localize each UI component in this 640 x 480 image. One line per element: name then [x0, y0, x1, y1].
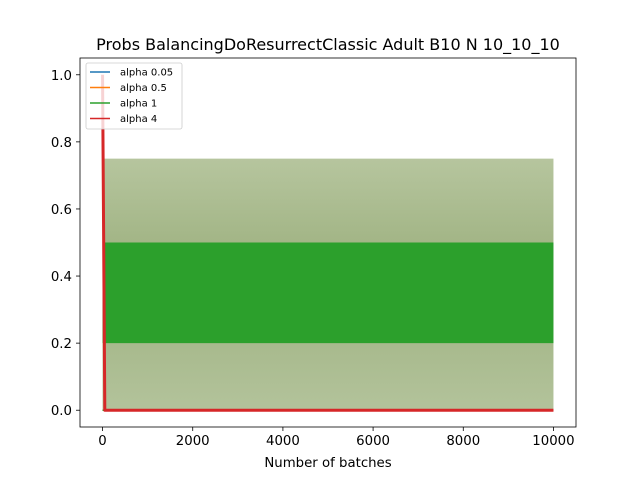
y-tick-label: 0.4: [51, 270, 72, 285]
x-tick-label: 8000: [446, 434, 480, 449]
y-tick-label: 0.0: [51, 404, 72, 419]
x-tick-label: 2000: [176, 434, 210, 449]
legend-label-4: alpha 4: [120, 114, 157, 125]
legend-label-2: alpha 0.5: [120, 83, 167, 94]
series-band-3: [102, 242, 554, 344]
x-tick-label: 0: [98, 434, 106, 449]
legend: alpha 0.05 alpha 0.5 alpha 1 alpha 4: [85, 62, 183, 130]
axes: 0 2000 4000 6000 8000 10000 0.0 0.2 0.4 0.6 0.8 1.0: [51, 57, 577, 449]
chart-title: Probs BalancingDoResurrectClassic Adult …: [96, 35, 560, 55]
legend-label-3: alpha 1: [120, 99, 157, 110]
plot-area: [101, 74, 554, 412]
axes-frame: [79, 57, 577, 428]
y-tick-label: 1.0: [51, 69, 72, 84]
y-tick-label: 0.6: [51, 203, 72, 218]
series-line-4: [101, 74, 554, 412]
y-tick-label: 0.2: [51, 337, 72, 352]
x-axis-label: Number of batches: [264, 456, 391, 471]
x-tick-label: 6000: [356, 434, 390, 449]
y-tick-label: 0.8: [51, 136, 72, 151]
x-tick-label: 10000: [532, 434, 574, 449]
x-tick-label: 4000: [266, 434, 300, 449]
legend-box: [85, 62, 183, 130]
legend-label-1: alpha 0.05: [120, 68, 173, 79]
